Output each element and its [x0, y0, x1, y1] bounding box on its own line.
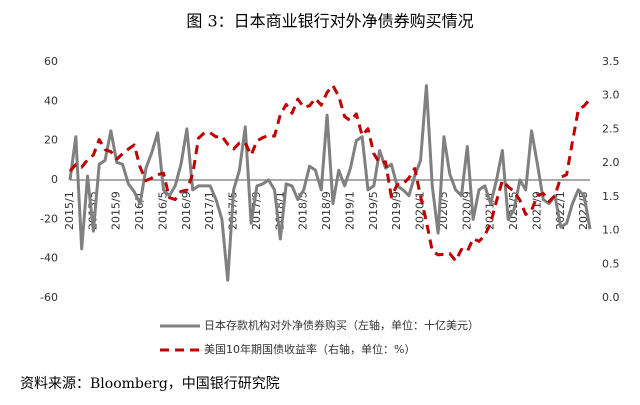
- y-tick-label: 20: [44, 134, 58, 147]
- x-tick-label: 2019/5: [367, 191, 380, 230]
- y2-tick-label: 2.0: [602, 156, 620, 169]
- y-tick-label: 40: [44, 94, 58, 107]
- y2-tick-label: 0.0: [602, 291, 620, 304]
- legend-label: 美国10年期国债收益率（右轴，单位：%）: [204, 342, 415, 356]
- y-tick-label: 60: [44, 55, 58, 68]
- x-tick-label: 2018/9: [320, 191, 333, 230]
- x-tick-label: 2018/5: [297, 191, 310, 230]
- x-tick-label: 2019/1: [343, 191, 356, 230]
- x-tick-label: 2020/1: [414, 191, 427, 230]
- y-tick-label: -40: [40, 252, 58, 265]
- y2-tick-label: 1.0: [602, 224, 620, 237]
- source: 资料来源：Bloomberg，中国银行研究院: [20, 376, 280, 392]
- y2-tick-label: 3.0: [602, 89, 620, 102]
- y2-tick-label: 3.5: [602, 55, 620, 68]
- chart-title: 图 3：日本商业银行对外净债券购买情况: [186, 12, 473, 31]
- x-tick-label: 2015/1: [63, 191, 76, 230]
- series-line: [68, 84, 592, 282]
- y2-tick-label: 0.5: [602, 257, 620, 270]
- y-tick-label: 0: [51, 173, 58, 186]
- y-tick-label: -20: [40, 212, 58, 225]
- x-tick-label: 2017/1: [203, 191, 216, 230]
- y2-tick-label: 1.5: [602, 190, 620, 203]
- x-tick-label: 2015/9: [110, 191, 123, 230]
- legend-label: 日本存款机构对外净债券购买（左轴，单位：十亿美元）: [204, 318, 479, 332]
- x-tick-label: 2020/9: [460, 191, 473, 230]
- y-tick-label: -60: [40, 291, 58, 304]
- x-tick-label: 2019/9: [390, 191, 403, 230]
- x-tick-label: 2016/1: [133, 191, 146, 230]
- x-tick-label: 2016/9: [180, 191, 193, 230]
- x-tick-label: 2016/5: [156, 191, 169, 230]
- x-tick-label: 2022/5: [577, 191, 590, 230]
- y2-tick-label: 2.5: [602, 122, 620, 135]
- x-tick-label: 2021/1: [484, 191, 497, 230]
